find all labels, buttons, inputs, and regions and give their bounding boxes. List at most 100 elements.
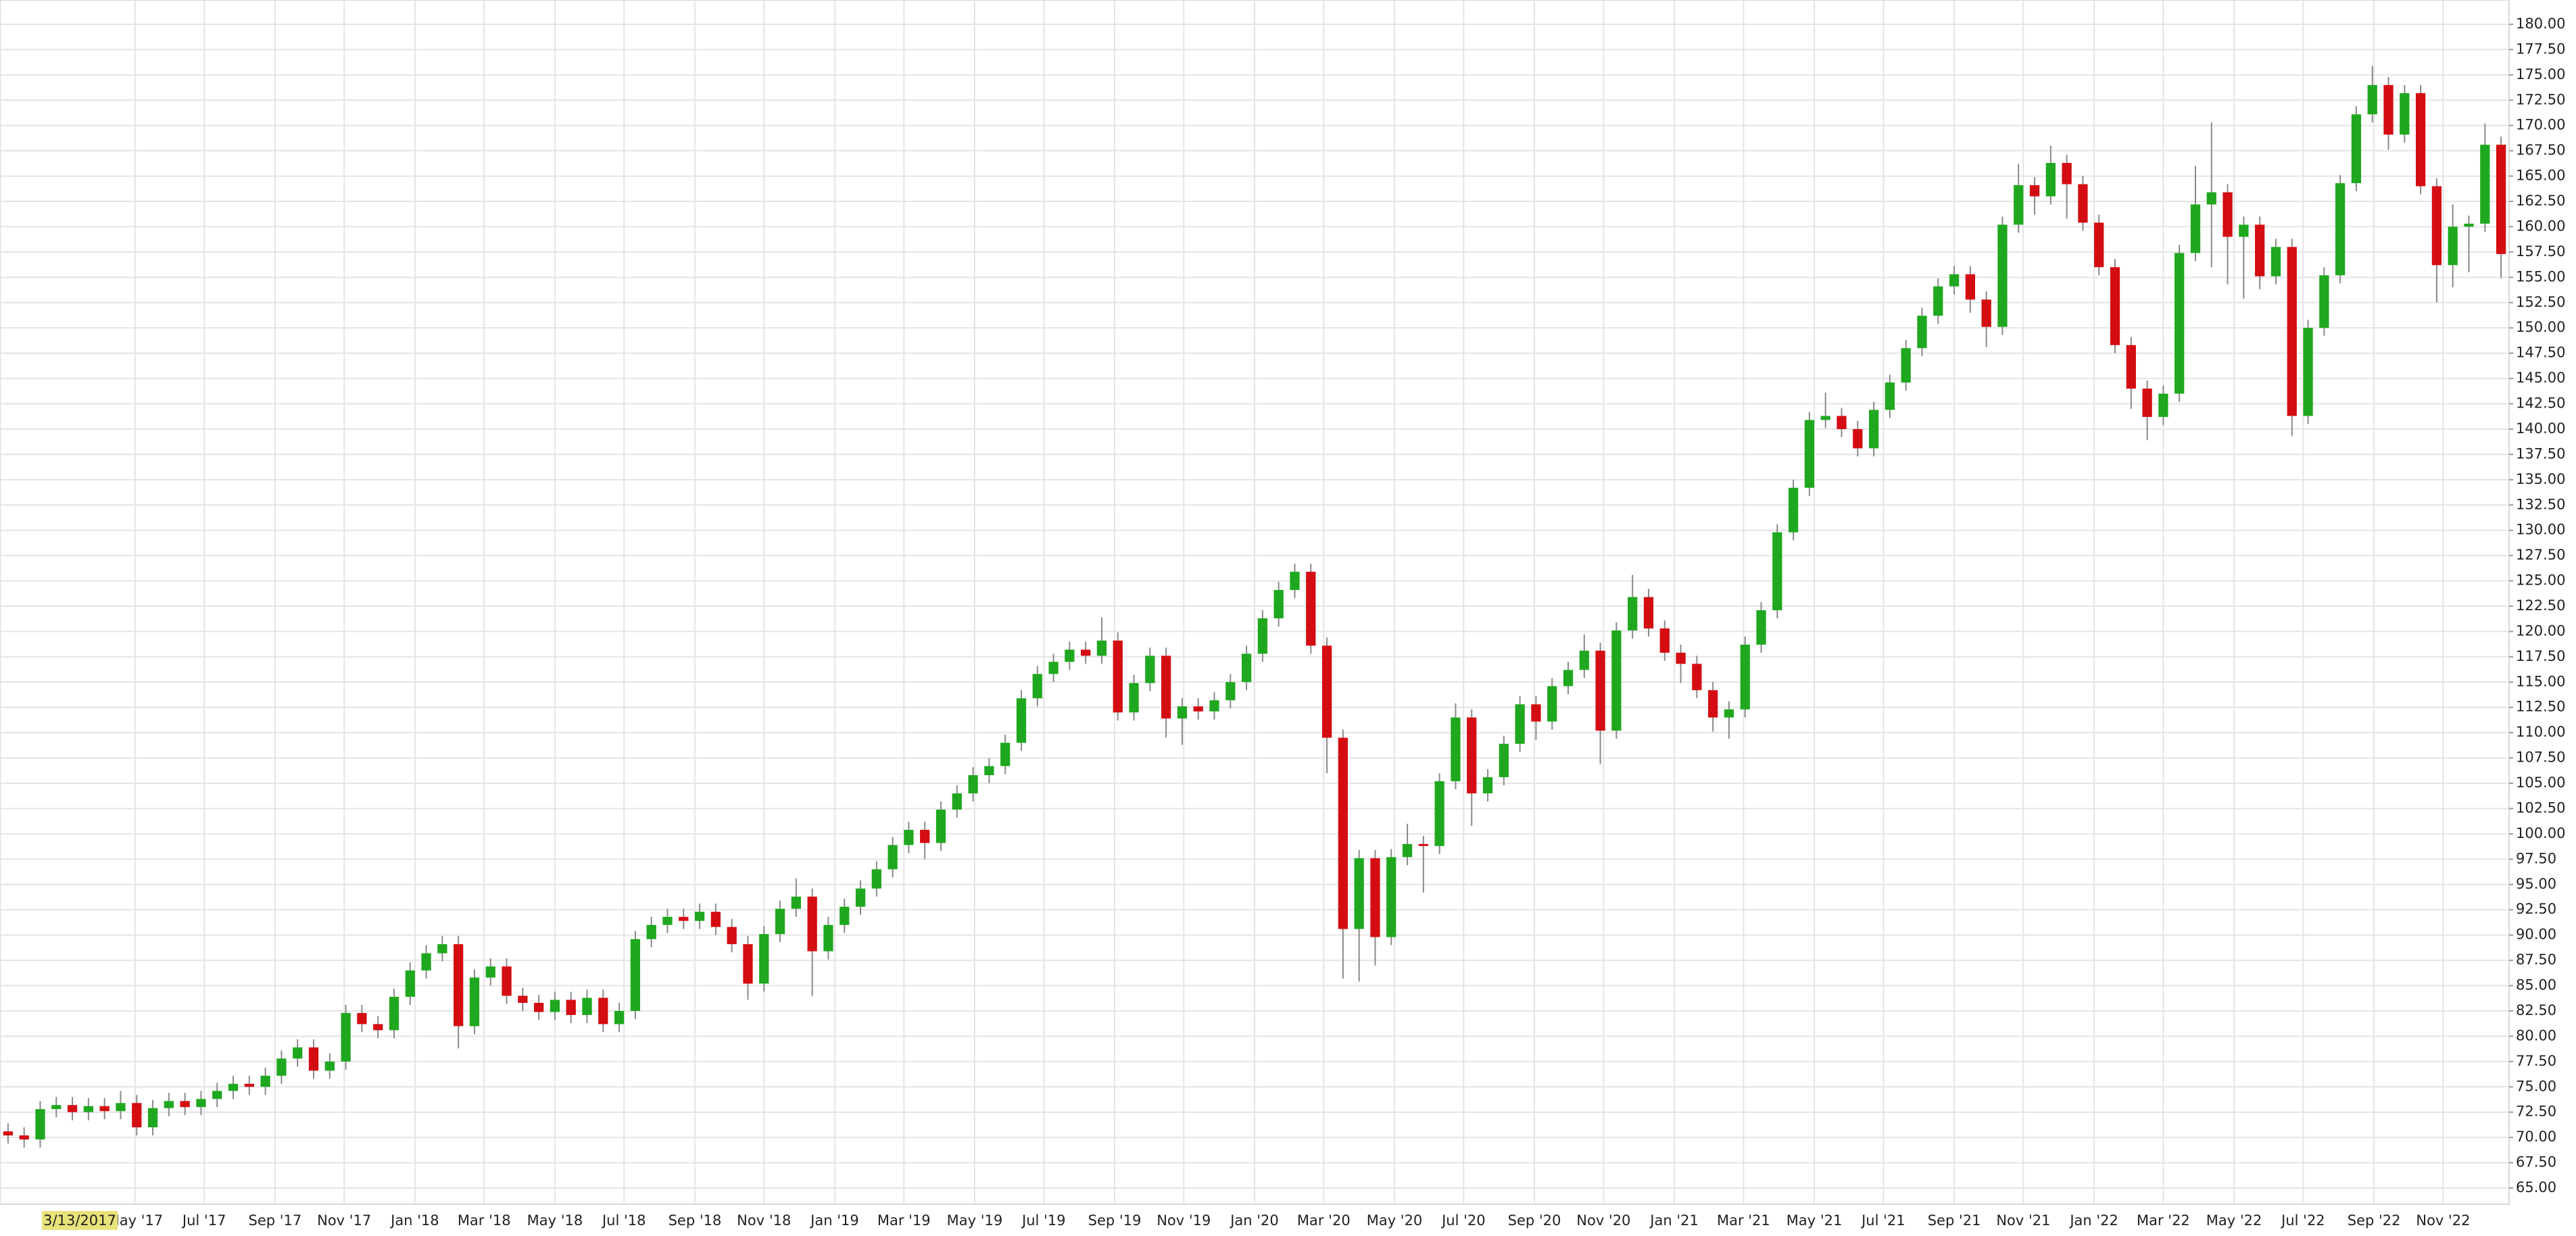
- candle-body: [405, 970, 415, 997]
- x-tick-label: May '21: [1787, 1212, 1843, 1229]
- candle-body: [1708, 690, 1718, 718]
- candle-body: [2255, 224, 2265, 276]
- candle-body: [1177, 706, 1188, 719]
- candle-body: [2239, 224, 2249, 237]
- candle-body: [357, 1012, 367, 1024]
- candle-body: [2158, 393, 2168, 417]
- candle-body: [935, 809, 946, 843]
- candle-body: [1547, 686, 1557, 722]
- candle-body: [2415, 93, 2426, 187]
- candle-body: [823, 924, 833, 951]
- candle-body: [1290, 572, 1300, 591]
- candle-body: [1032, 674, 1042, 699]
- x-tick-label: Jul '18: [601, 1212, 646, 1229]
- candle-body: [518, 995, 528, 1004]
- candle-body: [1676, 652, 1686, 664]
- candle-body: [566, 999, 576, 1015]
- candle-body: [1418, 843, 1428, 846]
- candle-body: [196, 1099, 206, 1108]
- candle-body: [1692, 664, 1702, 691]
- x-tick-label: Jul '21: [1860, 1212, 1905, 1229]
- candle-body: [2319, 275, 2329, 328]
- y-tick-label: 77.50: [2516, 1053, 2556, 1069]
- candle-body: [1611, 630, 1622, 731]
- y-tick-label: 175.00: [2516, 66, 2565, 82]
- y-tick-label: 80.00: [2516, 1027, 2556, 1043]
- candle-body: [1837, 416, 1847, 429]
- candle-body: [1804, 420, 1815, 488]
- x-tick-label: Sep '19: [1088, 1212, 1142, 1229]
- y-tick-label: 142.50: [2516, 395, 2565, 412]
- y-tick-label: 117.50: [2516, 648, 2565, 664]
- candle-body: [389, 997, 399, 1031]
- y-tick-label: 127.50: [2516, 547, 2565, 563]
- candle-body: [1917, 316, 1927, 349]
- x-tick-label: Sep '20: [1508, 1212, 1561, 1229]
- candle-body: [2110, 267, 2120, 345]
- candle-body: [164, 1101, 174, 1108]
- y-tick-label: 85.00: [2516, 977, 2556, 993]
- candle-body: [1579, 650, 1589, 670]
- candle-body: [2014, 185, 2024, 225]
- x-tick-label: Mar '20: [1297, 1212, 1351, 1229]
- y-tick-label: 87.50: [2516, 951, 2556, 968]
- candle-body: [454, 944, 464, 1027]
- candle-body: [743, 944, 753, 984]
- y-tick-label: 70.00: [2516, 1129, 2556, 1145]
- candle-body: [888, 845, 898, 870]
- candle-body: [1467, 717, 1477, 794]
- candle-body: [373, 1024, 383, 1031]
- candle-body: [807, 896, 817, 951]
- candle-body: [99, 1106, 110, 1112]
- candle-body: [35, 1109, 45, 1140]
- candle-body: [502, 966, 512, 996]
- candle-body: [1273, 590, 1284, 618]
- candle-body: [1193, 706, 1203, 712]
- candle-body: [662, 916, 673, 925]
- candle-body: [116, 1103, 126, 1112]
- y-tick-label: 112.50: [2516, 699, 2565, 715]
- x-tick-label: Mar '18: [458, 1212, 511, 1229]
- y-tick-label: 75.00: [2516, 1078, 2556, 1094]
- y-tick-label: 72.50: [2516, 1104, 2556, 1120]
- y-tick-label: 92.50: [2516, 901, 2556, 917]
- candle-body: [2142, 389, 2152, 417]
- x-tick-label: Sep '18: [669, 1212, 722, 1229]
- x-tick-label: Jan '20: [1229, 1212, 1279, 1229]
- candle-body: [2351, 114, 2362, 184]
- candle-body: [1434, 781, 1444, 846]
- candle-body: [1885, 382, 1895, 410]
- x-tick-label: Mar '19: [877, 1212, 931, 1229]
- candle-body: [1306, 572, 1316, 646]
- y-tick-label: 100.00: [2516, 825, 2565, 841]
- x-tick-label: Sep '21: [1928, 1212, 1981, 1229]
- candle-body: [2464, 223, 2474, 227]
- y-tick-label: 90.00: [2516, 926, 2556, 943]
- candle-body: [1531, 704, 1541, 722]
- candle-body: [2480, 145, 2490, 224]
- candle-body: [1772, 532, 1782, 610]
- candle-body: [2496, 145, 2506, 254]
- y-tick-label: 82.50: [2516, 1002, 2556, 1018]
- x-tick-label: Jan '21: [1649, 1212, 1699, 1229]
- y-tick-label: 67.50: [2516, 1154, 2556, 1170]
- y-tick-label: 140.00: [2516, 420, 2565, 437]
- candle-body: [228, 1083, 239, 1091]
- candle-body: [1225, 682, 1236, 701]
- x-tick-label: Nov '17: [317, 1212, 371, 1229]
- candle-body: [2174, 253, 2185, 394]
- candle-body: [1740, 644, 1750, 710]
- candle-body: [276, 1058, 287, 1076]
- y-tick-label: 120.00: [2516, 622, 2565, 639]
- candle-body: [920, 829, 930, 843]
- candle-body: [646, 924, 656, 939]
- candle-body: [791, 896, 801, 909]
- candle-body: [1820, 416, 1830, 420]
- y-tick-label: 97.50: [2516, 850, 2556, 866]
- x-tick-label: Nov '21: [1996, 1212, 2050, 1229]
- candle-body: [2126, 345, 2136, 389]
- candle-body: [1563, 670, 1574, 687]
- candle-body: [1370, 858, 1380, 937]
- candle-body: [1788, 487, 1799, 533]
- y-tick-label: 95.00: [2516, 876, 2556, 892]
